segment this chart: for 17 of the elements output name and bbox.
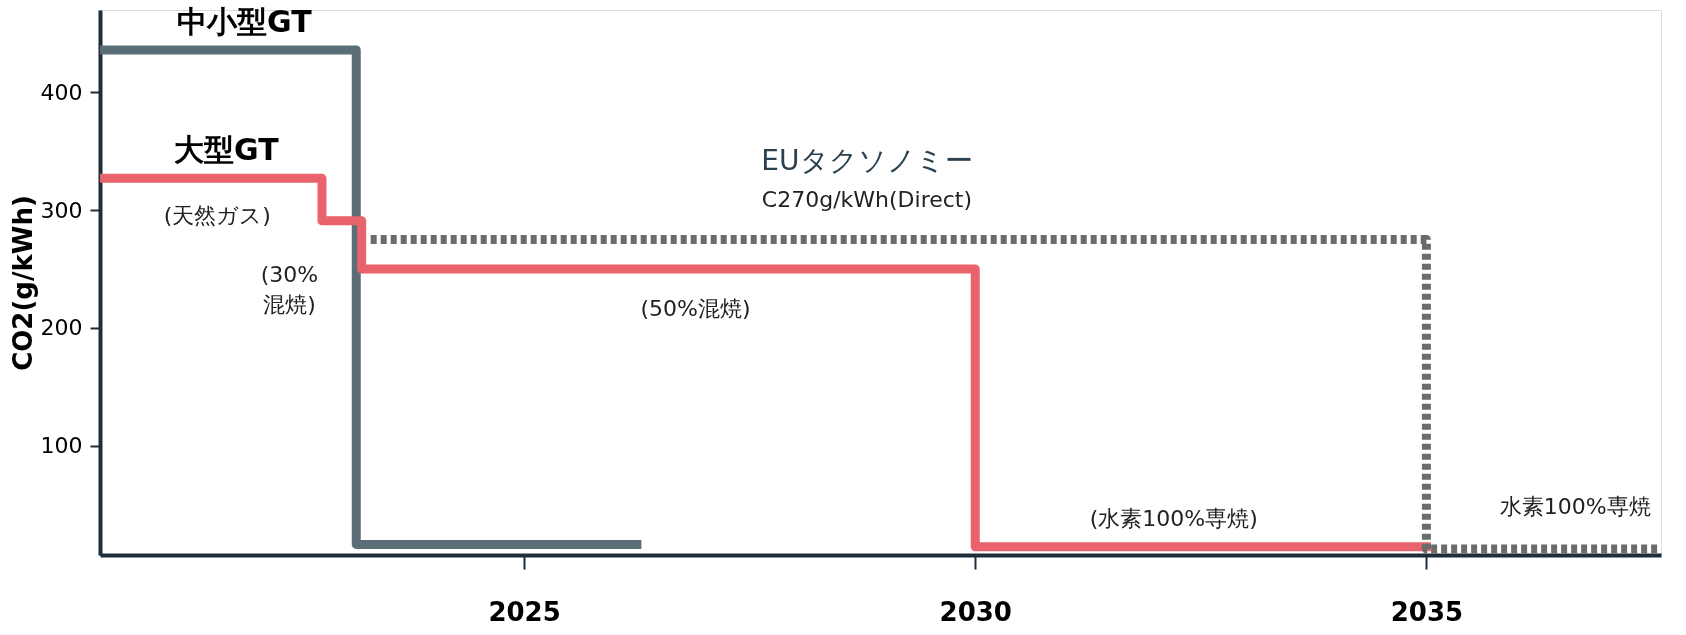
series-label: 大型GT [174, 132, 280, 168]
y-tick-label: 300 [40, 197, 83, 223]
x-tick-label: 2035 [1390, 596, 1464, 627]
annotation: (天然ガス) [163, 202, 271, 228]
x-tick-label: 2030 [939, 596, 1012, 627]
annotation: (50%混焼) [640, 295, 751, 321]
y-tick-label: 200 [40, 315, 83, 341]
annotation: (水素100%専焼) [1089, 505, 1258, 531]
annotation: (30% 混焼) [260, 261, 319, 317]
y-axis-title: CO2(g/kWh) [7, 195, 38, 371]
text: EUタクソノミー [761, 143, 973, 177]
y-tick-label: 100 [40, 433, 83, 459]
x-tick-label: 2025 [488, 596, 561, 627]
series-label: 中小型GT [177, 3, 313, 39]
annotation: 水素100%専焼 [1499, 493, 1651, 519]
y-tick-label: 400 [40, 79, 83, 105]
annotation: C270g/kWh(Direct) [761, 186, 973, 212]
